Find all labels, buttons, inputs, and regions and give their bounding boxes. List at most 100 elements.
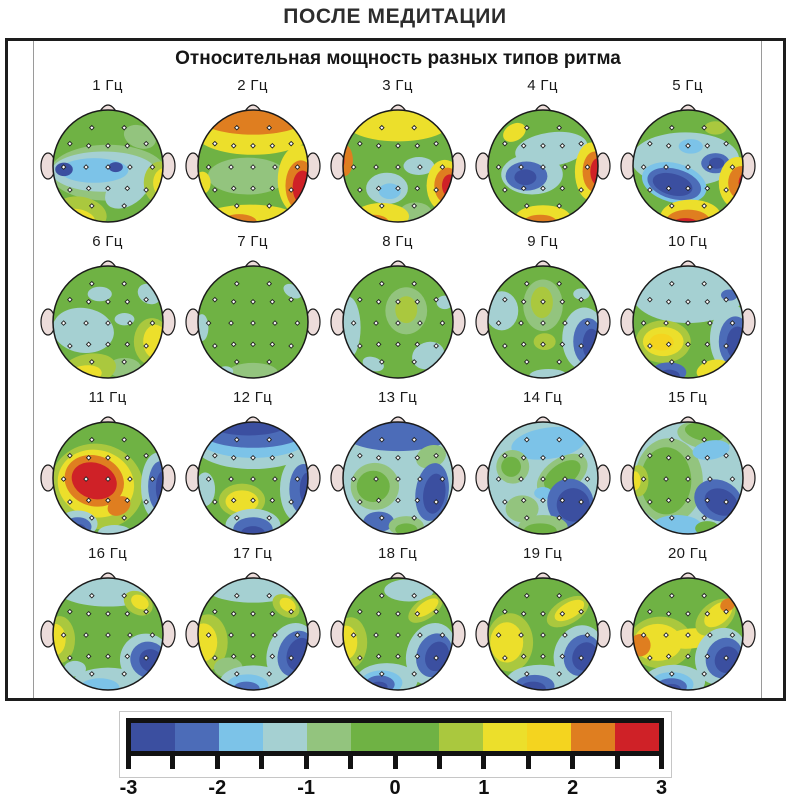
- contour-patch: [704, 121, 726, 135]
- contour-patch: [108, 162, 123, 173]
- electrode-icon: [561, 632, 568, 638]
- topomap-head: [329, 260, 466, 379]
- topomap-head: [39, 260, 176, 379]
- contour-patch: [719, 598, 735, 612]
- electrode-icon: [66, 296, 73, 303]
- electrode-icon: [555, 671, 562, 677]
- scalp-rim: [341, 265, 454, 379]
- electrode-markers: [60, 280, 155, 365]
- electrode-icon: [211, 343, 218, 349]
- electrode-icon: [555, 515, 562, 521]
- electrode-icon: [439, 632, 445, 638]
- electrode-icon: [268, 454, 275, 461]
- electrode-icon: [85, 185, 92, 192]
- topomap-head: [474, 260, 611, 379]
- electrode-icon: [356, 187, 363, 193]
- electrode-icon: [577, 655, 584, 661]
- topomap-cell: 9 Гц: [470, 232, 615, 388]
- electrode-icon: [60, 320, 66, 326]
- electrode-icon: [378, 203, 385, 209]
- electrode-icon: [394, 497, 401, 504]
- electrode-icon: [88, 671, 95, 677]
- electrode-icon: [539, 164, 546, 170]
- electrode-icon: [523, 203, 530, 209]
- electrode-icon: [684, 164, 691, 170]
- electrode-icon: [706, 320, 713, 326]
- electrode-icon: [287, 187, 294, 193]
- electrode-icon: [668, 436, 675, 443]
- electrode-icon: [233, 359, 240, 365]
- electrode-icon: [372, 476, 379, 482]
- colorbar-segment: [219, 723, 263, 751]
- electrode-icon: [646, 187, 653, 193]
- contour-patch: [52, 623, 66, 656]
- topomap-head: [184, 572, 321, 691]
- contour-patch: [513, 169, 536, 186]
- electrode-icon: [410, 515, 417, 521]
- contour-patch: [362, 356, 384, 372]
- electrode-icon: [268, 185, 275, 192]
- electrode-icon: [66, 140, 73, 147]
- contour-patch: [342, 625, 357, 660]
- electrode-icon: [350, 164, 356, 170]
- electrode-icon: [104, 164, 111, 170]
- electrode-markers: [350, 124, 445, 209]
- topomap-head: [329, 104, 466, 223]
- contour-patch: [64, 219, 85, 222]
- frequency-label: 20 Гц: [667, 545, 708, 562]
- contour-patch: [505, 495, 539, 523]
- electrode-icon: [85, 653, 92, 660]
- topomap-cell: 17 Гц: [180, 544, 325, 700]
- electrode-icon: [120, 592, 127, 599]
- scalp-rim: [631, 577, 744, 691]
- frequency-label: 10 Гц: [667, 233, 708, 250]
- electrode-icon: [249, 142, 256, 149]
- electrode-icon: [350, 632, 356, 638]
- topomap-cell: 12 Гц: [180, 388, 325, 544]
- electrode-icon: [372, 632, 379, 638]
- scalp-rim: [486, 109, 599, 223]
- contour-patch: [422, 473, 446, 514]
- electrode-icon: [375, 610, 382, 617]
- scalp-rim: [196, 577, 309, 691]
- electrode-markers: [60, 592, 155, 677]
- electrode-icon: [703, 185, 710, 192]
- colorbar-tick-label: 1: [478, 777, 490, 799]
- electrode-icon: [501, 655, 508, 661]
- topomap-cell: 11 Гц: [35, 388, 180, 544]
- electrode-icon: [356, 655, 363, 661]
- electrode-icon: [523, 359, 530, 365]
- electrode-icon: [249, 298, 256, 305]
- topomap-cell: 7 Гц: [180, 232, 325, 388]
- electrode-icon: [233, 592, 240, 599]
- electrode-icon: [665, 497, 672, 504]
- contour-patch: [394, 296, 417, 324]
- electrode-icon: [268, 298, 275, 305]
- electrode-icon: [287, 296, 294, 303]
- colorbar-segment: [175, 723, 219, 751]
- electrode-icon: [555, 592, 562, 599]
- electrode-icon: [249, 341, 256, 348]
- electrode-icon: [378, 592, 385, 599]
- contour-patch: [543, 460, 581, 491]
- electrode-icon: [539, 341, 546, 348]
- electrode-icon: [646, 499, 653, 505]
- electrode-icon: [706, 632, 713, 638]
- electrode-icon: [265, 592, 272, 599]
- scalp-rim: [51, 421, 164, 535]
- electrode-icon: [149, 320, 155, 326]
- electrode-icon: [60, 476, 66, 482]
- electrode-icon: [684, 185, 691, 192]
- electrode-icon: [432, 140, 439, 147]
- electrode-icon: [271, 164, 278, 170]
- electrode-icon: [539, 298, 546, 305]
- contour-patch: [632, 266, 743, 324]
- electrode-icon: [356, 343, 363, 349]
- electrode-icon: [378, 359, 385, 365]
- electrode-icon: [523, 436, 530, 443]
- electrode-icon: [495, 476, 501, 482]
- electrode-icon: [230, 497, 237, 504]
- topomap-head: [474, 572, 611, 691]
- electrode-icon: [646, 452, 653, 459]
- topomap-cell: 3 Гц: [325, 76, 470, 232]
